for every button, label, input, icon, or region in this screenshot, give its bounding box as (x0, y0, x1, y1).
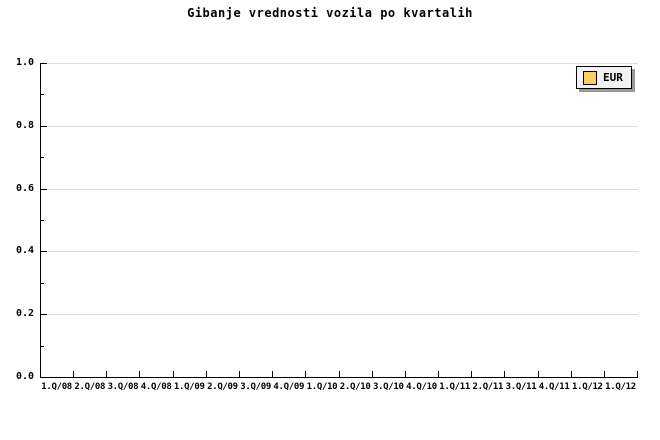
x-axis-label: 2.Q/08 (74, 382, 106, 392)
x-axis-labels: 1.Q/08 2.Q/08 3.Q/08 4.Q/08 1.Q/09 2.Q/0… (40, 382, 637, 394)
x-axis-tick (272, 371, 274, 377)
y-axis-label: 0.0 (15, 371, 34, 382)
x-axis-tick (570, 371, 572, 377)
x-axis-tick (371, 371, 373, 377)
x-axis-label: 3.Q/10 (372, 382, 404, 392)
x-axis-label: 2.Q/09 (207, 382, 238, 392)
y-axis-major-tick (41, 125, 47, 127)
y-axis-major-tick (41, 251, 47, 253)
x-axis-tick (537, 371, 539, 377)
x-axis-tick (73, 371, 75, 377)
x-axis-tick (305, 371, 307, 377)
x-axis-tick (637, 371, 638, 377)
x-axis-label: 3.Q/08 (107, 382, 139, 392)
x-axis-tick (504, 371, 506, 377)
x-axis-label: 1.Q/11 (439, 382, 470, 392)
x-axis-label: 1.Q/10 (306, 382, 338, 392)
x-axis-label: 2.Q/10 (339, 382, 371, 392)
y-axis-labels: 1.0 0.8 0.6 0.4 0.2 0.0 (0, 58, 34, 382)
gridline (41, 251, 638, 253)
x-axis-tick (603, 371, 605, 377)
y-axis-major-tick (41, 314, 47, 316)
x-axis-tick (437, 371, 439, 377)
x-axis-label: 4.Q/11 (538, 382, 570, 392)
y-axis-major-tick (41, 63, 47, 64)
x-axis-label: 1.Q/12 (605, 382, 636, 392)
x-axis-label: 4.Q/10 (406, 382, 437, 392)
x-axis-tick (338, 371, 340, 377)
x-axis-tick (205, 371, 207, 377)
x-axis-label: 4.Q/09 (273, 382, 305, 392)
x-axis-tick (238, 371, 240, 377)
legend-label: EUR (603, 71, 623, 84)
x-axis-tick (106, 371, 108, 377)
x-axis-tick (139, 371, 141, 377)
x-axis-label: 1.Q/08 (41, 382, 72, 392)
legend-swatch-icon (583, 70, 597, 85)
y-axis-label: 1.0 (15, 57, 34, 68)
y-axis-minor-tick (41, 157, 44, 159)
y-axis-minor-tick (41, 220, 44, 221)
gridline (41, 125, 638, 127)
y-axis-label: 0.6 (15, 182, 34, 194)
x-axis-label: 3.Q/09 (240, 382, 271, 392)
y-axis-minor-tick (41, 94, 44, 96)
x-axis-label: 3.Q/11 (505, 382, 537, 392)
y-axis-minor-tick (41, 282, 44, 284)
x-axis-tick (172, 371, 174, 377)
y-axis-major-tick (41, 188, 47, 190)
plot-area (40, 63, 638, 378)
y-axis-label: 0.4 (15, 245, 34, 257)
gridline (41, 314, 638, 316)
y-axis-label: 0.2 (15, 308, 34, 320)
x-axis-tick (404, 371, 406, 377)
chart-title: Gibanje vrednosti vozila po kvartalih (187, 6, 473, 20)
x-axis-label: 4.Q/08 (140, 382, 172, 392)
gridline (41, 63, 638, 64)
x-axis-tick (471, 371, 473, 377)
x-axis-label: 1.Q/12 (571, 382, 603, 392)
x-axis-label: 1.Q/09 (173, 382, 205, 392)
legend: EUR (576, 66, 632, 89)
y-axis-minor-tick (41, 345, 44, 347)
y-axis-label: 0.8 (15, 119, 34, 131)
x-axis-label: 2.Q/11 (472, 382, 504, 392)
gridline (41, 188, 638, 190)
